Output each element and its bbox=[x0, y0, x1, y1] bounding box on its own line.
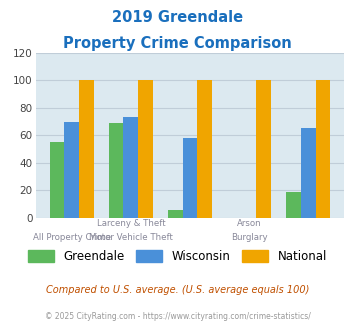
Text: All Property Crime: All Property Crime bbox=[33, 233, 111, 242]
Bar bbox=[64, 121, 79, 218]
Text: Motor Vehicle Theft: Motor Vehicle Theft bbox=[89, 233, 173, 242]
Text: Arson: Arson bbox=[237, 219, 261, 228]
Bar bbox=[79, 80, 94, 218]
Text: Compared to U.S. average. (U.S. average equals 100): Compared to U.S. average. (U.S. average … bbox=[46, 285, 309, 295]
Bar bbox=[50, 142, 64, 218]
Bar bbox=[182, 138, 197, 218]
Legend: Greendale, Wisconsin, National: Greendale, Wisconsin, National bbox=[23, 245, 332, 268]
Bar bbox=[316, 80, 330, 218]
Bar bbox=[168, 210, 182, 218]
Bar bbox=[109, 123, 124, 218]
Text: Larceny & Theft: Larceny & Theft bbox=[97, 219, 165, 228]
Bar bbox=[124, 117, 138, 218]
Text: 2019 Greendale: 2019 Greendale bbox=[112, 10, 243, 25]
Bar bbox=[138, 80, 153, 218]
Bar bbox=[286, 192, 301, 218]
Bar bbox=[197, 80, 212, 218]
Text: Burglary: Burglary bbox=[231, 233, 267, 242]
Bar bbox=[256, 80, 271, 218]
Text: © 2025 CityRating.com - https://www.cityrating.com/crime-statistics/: © 2025 CityRating.com - https://www.city… bbox=[45, 312, 310, 321]
Text: Property Crime Comparison: Property Crime Comparison bbox=[63, 36, 292, 51]
Bar bbox=[301, 128, 316, 218]
